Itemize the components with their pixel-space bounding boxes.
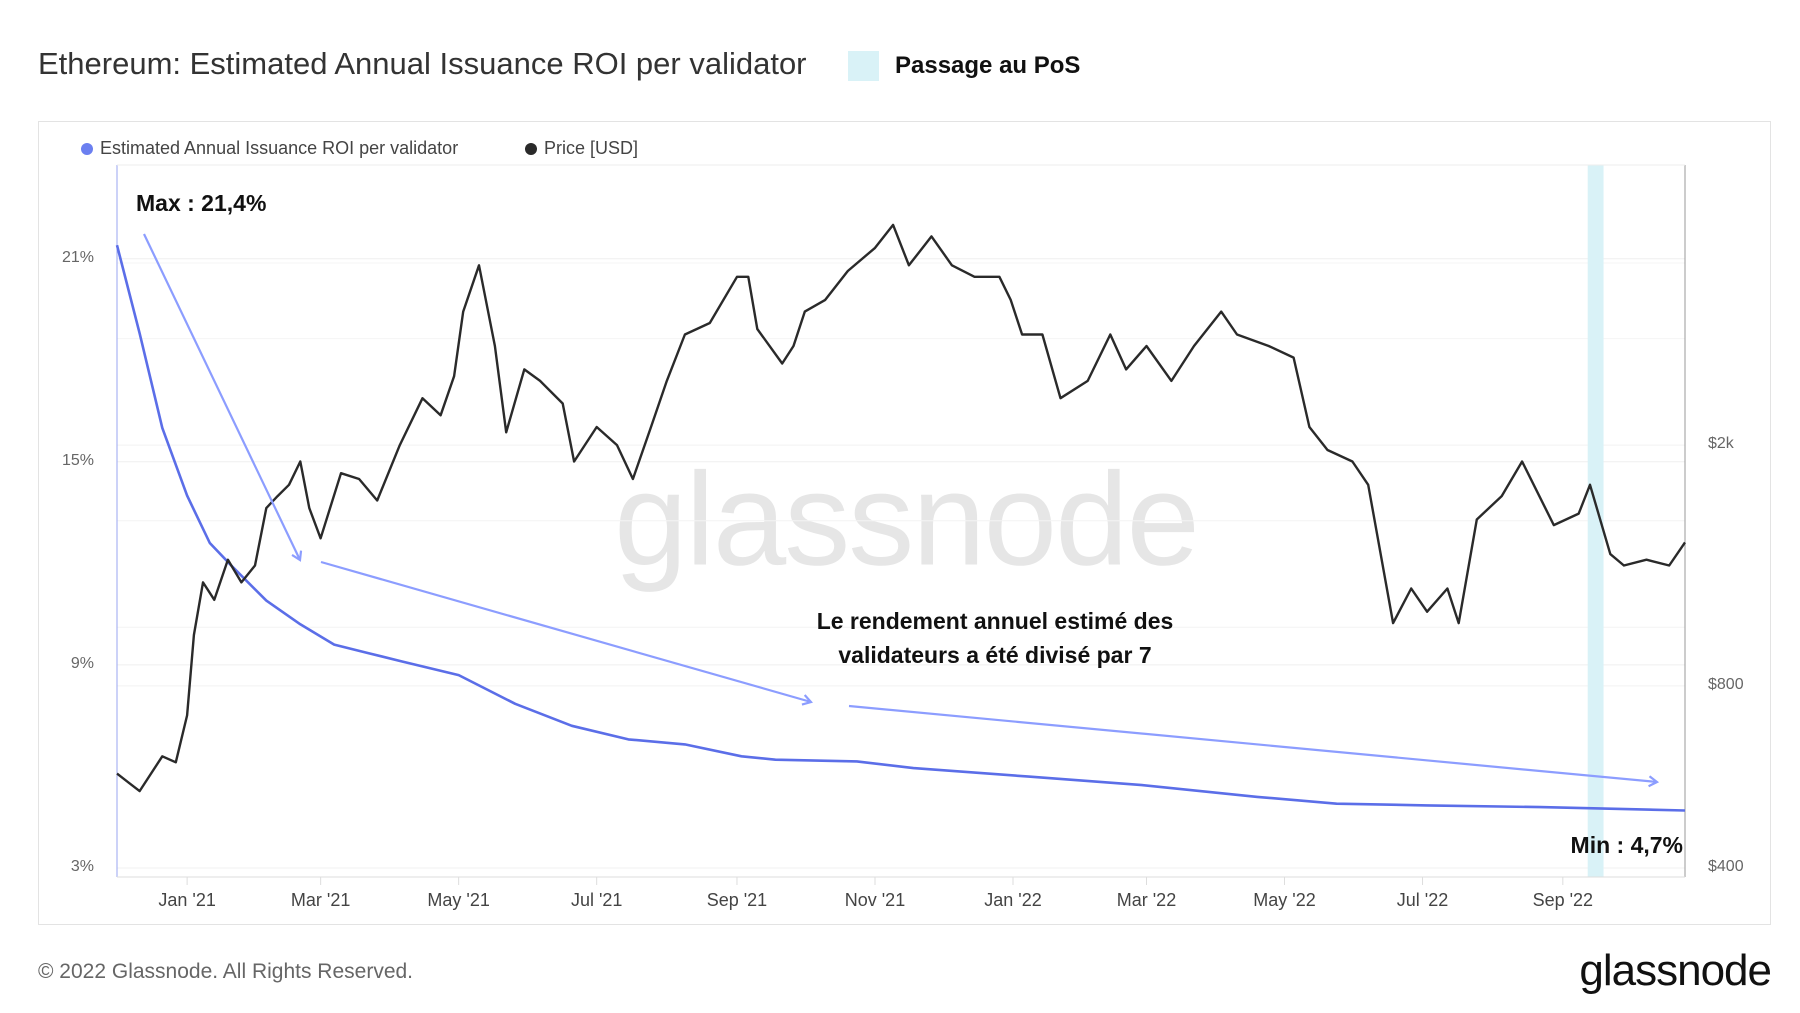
x-tick-label: May '22 <box>1253 890 1316 910</box>
x-tick-label: Mar '21 <box>290 890 351 910</box>
annotation-arrow <box>848 704 1660 788</box>
y-right-tick-label: $800 <box>1708 675 1744 693</box>
copyright: © 2022 Glassnode. All Rights Reserved. <box>38 960 414 983</box>
annotation-center: Le rendement annuel estimé des validateu… <box>817 604 1174 672</box>
legend-label-price: Price [USD] <box>544 138 639 158</box>
legend-item-roi[interactable]: Estimated Annual Issuance ROI per valida… <box>81 138 458 159</box>
annotation-arrow <box>143 233 303 562</box>
pos-band <box>1587 165 1604 877</box>
legend-dot-roi-icon <box>81 142 93 155</box>
x-tick-label: Nov '21 <box>844 890 906 910</box>
pos-legend-swatch <box>848 51 879 81</box>
annotation-center-line2: validateurs a été divisé par 7 <box>838 642 1152 668</box>
annotation-center-line1: Le rendement annuel estimé des <box>816 608 1174 634</box>
pos-legend-label: Passage au PoS <box>895 52 1081 79</box>
x-tick-label: Sep '22 <box>1532 890 1594 910</box>
annotation-arrow <box>320 560 813 706</box>
legend-label-roi: Estimated Annual Issuance ROI per valida… <box>100 138 459 158</box>
y-left-tick-label: 21% <box>61 248 94 266</box>
y-left-tick-label: 15% <box>61 451 94 469</box>
x-tick-label: Jul '21 <box>570 890 623 910</box>
annotation-max: Max : 21,4% <box>136 190 267 216</box>
y-left-tick-label: 9% <box>70 654 94 672</box>
annotation-min: Min : 4,7% <box>1570 832 1683 858</box>
roi-series-line <box>115 244 1686 812</box>
x-tick-label: Sep '21 <box>706 890 768 910</box>
legend-item-price[interactable]: Price [USD] <box>525 138 638 159</box>
chart-title: Ethereum: Estimated Annual Issuance ROI … <box>38 46 807 81</box>
y-right-tick-label: $2k <box>1708 435 1734 453</box>
x-tick-label: Jan '21 <box>158 890 216 910</box>
glassnode-logo: glassnode <box>1579 946 1772 995</box>
price-series-line <box>116 223 1686 793</box>
legend-dot-price-icon <box>525 142 537 155</box>
x-tick-label: Jul '22 <box>1396 890 1449 910</box>
y-right-tick-label: $400 <box>1708 858 1744 875</box>
y-left-tick-label: 3% <box>70 858 94 875</box>
watermark: glassnode <box>614 445 1200 593</box>
x-tick-label: Jan '22 <box>984 890 1042 910</box>
chart-container <box>38 121 1771 925</box>
x-tick-label: Mar '22 <box>1116 890 1177 910</box>
x-tick-label: May '21 <box>427 890 490 910</box>
